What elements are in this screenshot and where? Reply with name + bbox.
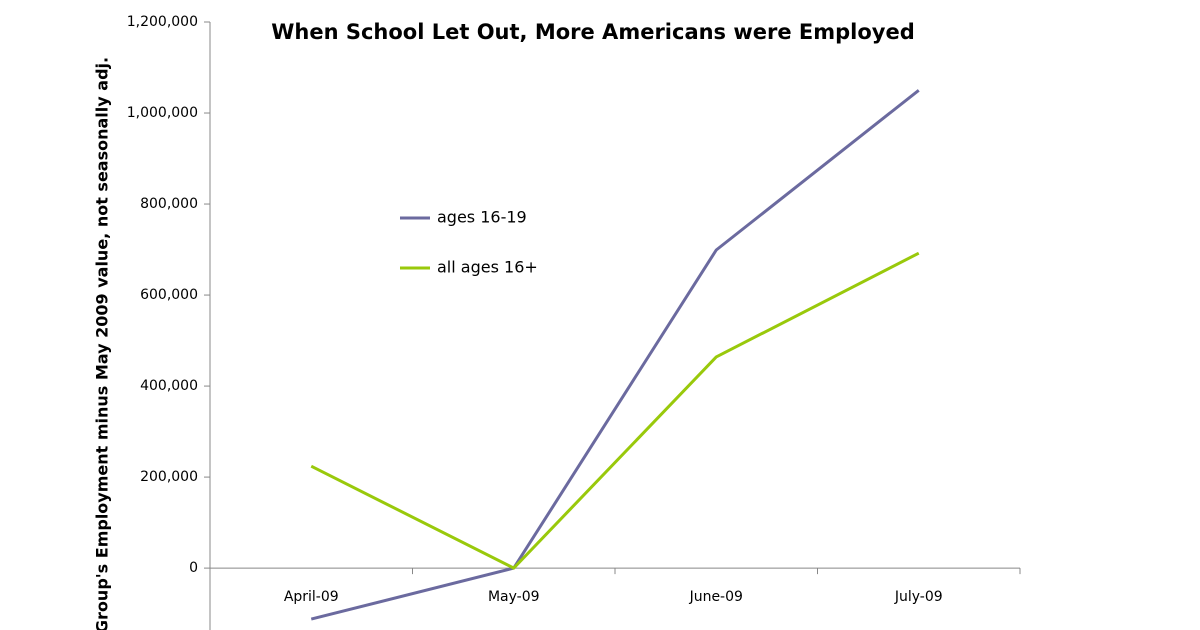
y-axis-label: Group's Employment minus May 2009 value,… bbox=[93, 57, 112, 630]
y-tick-label: 200,000 bbox=[140, 469, 198, 485]
x-tick-label: May-09 bbox=[488, 589, 540, 605]
x-tick-label: July-09 bbox=[894, 589, 943, 605]
chart-title: When School Let Out, More Americans were… bbox=[271, 20, 915, 44]
y-tick-label: 400,000 bbox=[140, 378, 198, 394]
y-tick-label: 800,000 bbox=[140, 196, 198, 212]
y-tick-label: 1,200,000 bbox=[127, 14, 198, 30]
legend-label: all ages 16+ bbox=[437, 258, 538, 277]
series-line bbox=[310, 89, 920, 621]
legend-label: ages 16-19 bbox=[437, 208, 527, 227]
y-tick-label: 0 bbox=[189, 560, 198, 576]
x-tick-label: June-09 bbox=[689, 589, 743, 605]
x-tick-label: April-09 bbox=[284, 589, 339, 605]
y-tick-label: 600,000 bbox=[140, 287, 198, 303]
series-line bbox=[310, 251, 920, 570]
y-tick-label: 1,000,000 bbox=[127, 105, 198, 121]
